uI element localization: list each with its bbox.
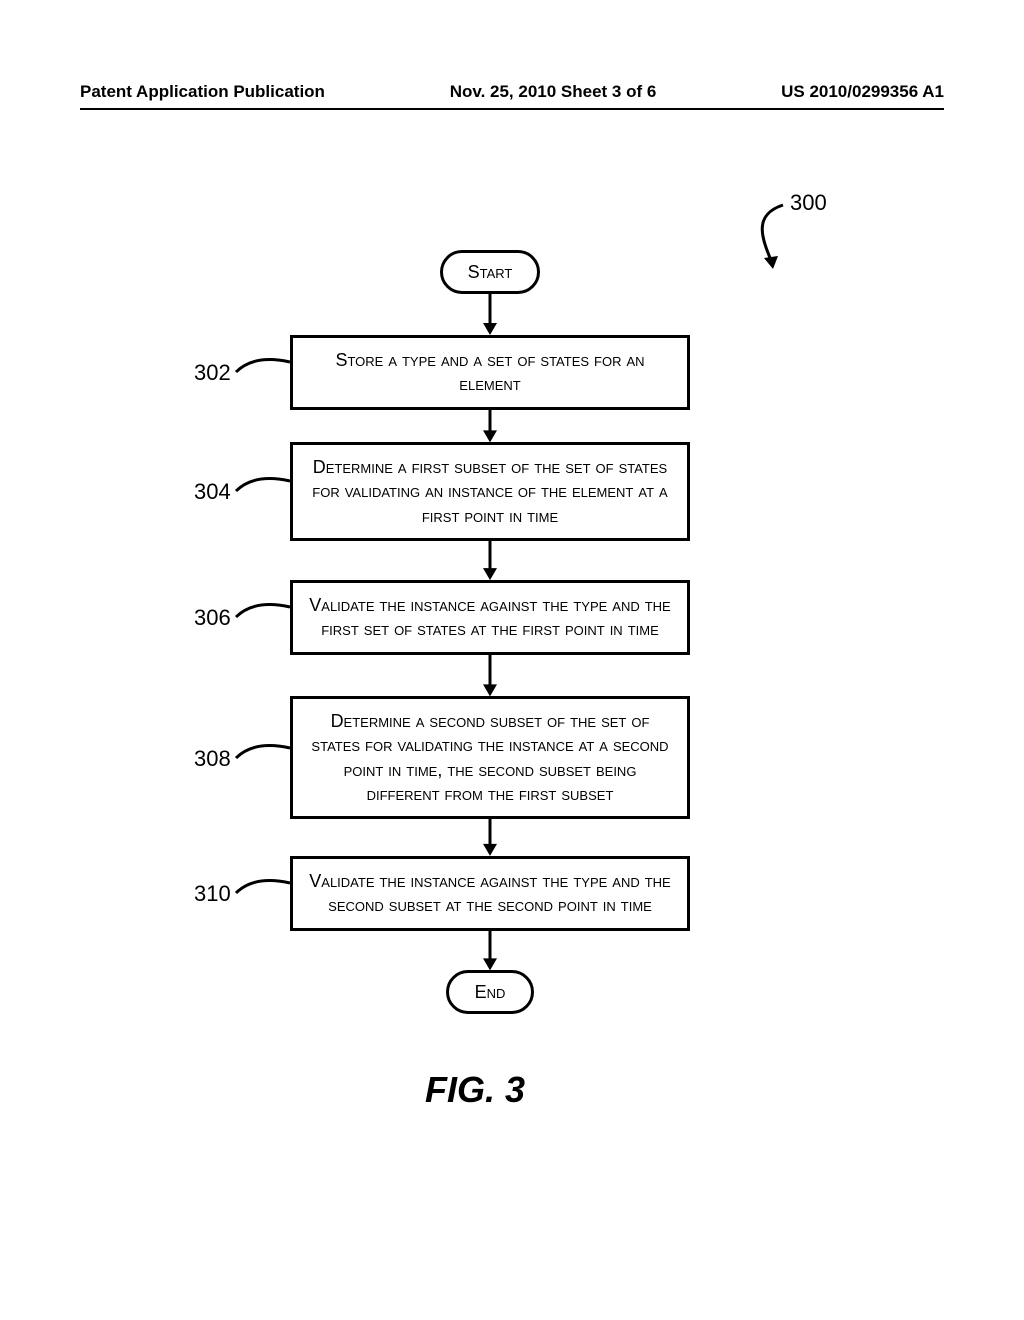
process-306: Validate the instance against the type a… bbox=[290, 580, 690, 655]
arrow-start-n302 bbox=[480, 294, 500, 335]
end-label: End bbox=[475, 982, 506, 1003]
process-302-label: Store a type and a set of states for an … bbox=[307, 348, 673, 397]
ref-leader-310 bbox=[232, 863, 294, 917]
header-left: Patent Application Publication bbox=[80, 82, 325, 102]
ref-leader-308 bbox=[232, 728, 294, 782]
ref-leader-304 bbox=[232, 461, 294, 515]
ref-leader-302 bbox=[232, 342, 294, 396]
ref-label-306: 306 bbox=[194, 605, 231, 631]
header-center: Nov. 25, 2010 Sheet 3 of 6 bbox=[450, 82, 657, 102]
ref-label-304: 304 bbox=[194, 479, 231, 505]
ref-leader-306 bbox=[232, 587, 294, 641]
page-header: Patent Application Publication Nov. 25, … bbox=[80, 82, 944, 110]
process-302: Store a type and a set of states for an … bbox=[290, 335, 690, 410]
arrow-n304-n306 bbox=[480, 541, 500, 580]
process-310: Validate the instance against the type a… bbox=[290, 856, 690, 931]
arrow-n302-n304 bbox=[480, 410, 500, 442]
arrow-n306-n308 bbox=[480, 655, 500, 696]
ref-label-310: 310 bbox=[194, 881, 231, 907]
ref-label-302: 302 bbox=[194, 360, 231, 386]
ref-leader-300 bbox=[743, 199, 813, 281]
ref-label-308: 308 bbox=[194, 746, 231, 772]
header-right: US 2010/0299356 A1 bbox=[781, 82, 944, 102]
arrow-n308-n310 bbox=[480, 819, 500, 856]
figure-caption: FIG. 3 bbox=[425, 1069, 525, 1111]
arrow-n310-end bbox=[480, 931, 500, 970]
process-306-label: Validate the instance against the type a… bbox=[307, 593, 673, 642]
process-308: Determine a second subset of the set of … bbox=[290, 696, 690, 819]
process-308-label: Determine a second subset of the set of … bbox=[307, 709, 673, 806]
process-310-label: Validate the instance against the type a… bbox=[307, 869, 673, 918]
end-terminal: End bbox=[446, 970, 534, 1014]
start-label: Start bbox=[468, 262, 513, 283]
process-304: Determine a first subset of the set of s… bbox=[290, 442, 690, 541]
process-304-label: Determine a first subset of the set of s… bbox=[307, 455, 673, 528]
start-terminal: Start bbox=[440, 250, 540, 294]
